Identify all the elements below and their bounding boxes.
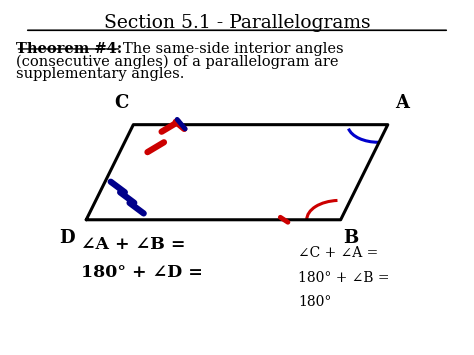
Text: The same-side interior angles: The same-side interior angles — [123, 42, 344, 56]
Text: ∠A + ∠B =: ∠A + ∠B = — [82, 236, 186, 253]
Text: supplementary angles.: supplementary angles. — [16, 67, 184, 81]
Text: ∠C + ∠A =: ∠C + ∠A = — [298, 246, 379, 260]
Text: C: C — [114, 94, 129, 112]
Text: 180°: 180° — [298, 295, 332, 310]
Text: Section 5.1 - Parallelograms: Section 5.1 - Parallelograms — [104, 14, 370, 32]
Text: 180° + ∠B =: 180° + ∠B = — [298, 271, 390, 285]
Text: B: B — [343, 229, 358, 247]
Text: D: D — [59, 229, 74, 247]
Text: 180° + ∠D =: 180° + ∠D = — [82, 264, 203, 281]
Text: Theorem #4:: Theorem #4: — [16, 42, 122, 56]
Text: (consecutive angles) of a parallelogram are: (consecutive angles) of a parallelogram … — [16, 55, 338, 69]
Text: A: A — [395, 94, 409, 112]
